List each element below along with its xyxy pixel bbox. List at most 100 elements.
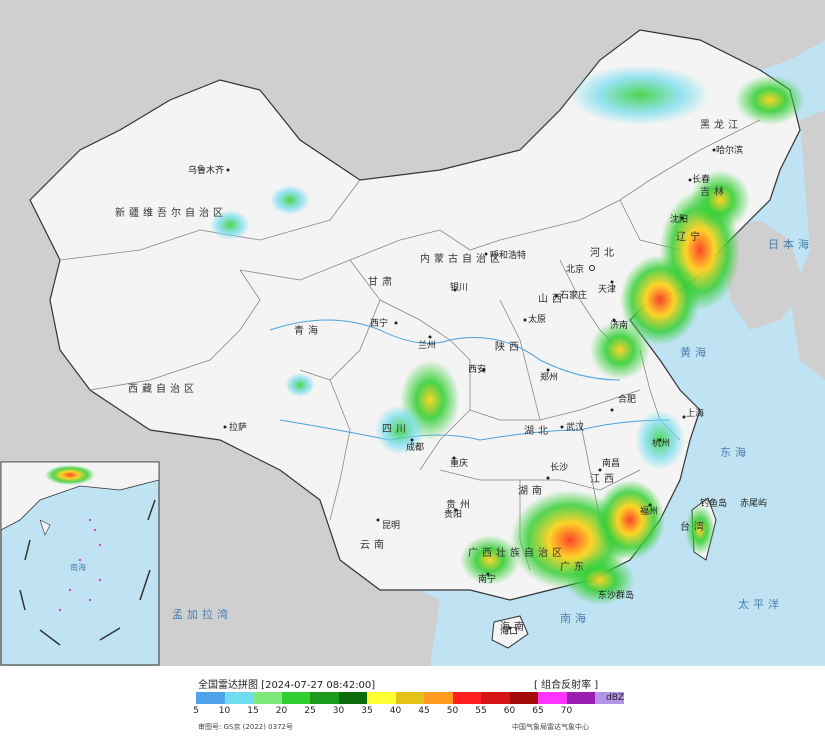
legend-unit: dBZ [606, 693, 625, 703]
region-label-hebei: 河北 [590, 247, 618, 259]
colorbar-swatch [253, 692, 282, 704]
colorbar-swatch [338, 692, 367, 704]
sea-label-japan: 日本海 [768, 237, 813, 251]
city-labels: 乌鲁木齐 拉萨 西宁 兰州 银川 呼和浩特 北京 天津 石家庄 太原 西安 郑州… [188, 144, 743, 637]
city-label: 西宁 [370, 317, 388, 329]
city-label: 武汉 [566, 421, 584, 433]
city-label: 北京 [566, 263, 584, 275]
colorbar-tick-label: 50 [446, 706, 459, 716]
city-label: 郑州 [540, 371, 558, 383]
region-label-hainan: 海南 [500, 620, 528, 633]
legend-title: 全国雷达拼图 [2024-07-27 08:42:00] [198, 680, 376, 691]
city-label: 成都 [406, 441, 424, 453]
colorbar-swatch [281, 692, 310, 704]
colorbar-tick-label: 60 [503, 706, 516, 716]
city-label: 太原 [528, 313, 546, 325]
region-label-qinghai: 青海 [294, 324, 322, 337]
colorbar-tick-label: 70 [560, 706, 573, 716]
island-label-diaoyu: 钓鱼岛 [700, 497, 727, 509]
city-label: 长春 [692, 173, 710, 185]
city-label: 天津 [598, 284, 616, 295]
neighbor-land-north [0, 0, 825, 230]
colorbar-swatch [509, 692, 538, 704]
colorbar-tick-label: 25 [304, 706, 316, 716]
region-label-xinjiang: 新疆维吾尔自治区 [115, 206, 227, 219]
sea-label-pacific: 太平洋 [738, 597, 783, 611]
region-label-jiangxi: 江西 [590, 473, 618, 485]
city-label: 哈尔滨 [716, 144, 743, 156]
region-label-guizhou: 贵州 [446, 498, 474, 511]
colorbar-swatch [595, 692, 624, 704]
radar-map: 新疆维吾尔自治区 西藏自治区 青海 甘肃 内蒙古自治区 黑龙江 吉林 辽宁 河北… [0, 0, 825, 666]
region-label-jilin: 吉林 [700, 185, 728, 198]
region-label-gansu: 甘肃 [368, 275, 396, 288]
region-label-heilongjiang: 黑龙江 [700, 118, 742, 131]
city-label: 上海 [686, 407, 704, 419]
colorbar-tick-label: 5 [193, 706, 199, 716]
colorbar [196, 692, 624, 704]
colorbar-tick-label: 65 [532, 706, 544, 716]
colorbar-swatch [481, 692, 510, 704]
sea-label-yellow: 黄海 [680, 345, 710, 359]
city-label: 沈阳 [670, 213, 688, 225]
data-source: 中国气象局雷达气象中心 [512, 723, 589, 731]
colorbar-tick-label: 40 [389, 706, 402, 716]
city-label: 长沙 [550, 461, 568, 473]
colorbar-ticks: 5 10 15 20 25 30 35 40 45 50 55 60 65 70 [193, 706, 595, 718]
south-china-sea-inset: 南海 [0, 461, 160, 666]
colorbar-tick-label: 45 [418, 706, 430, 716]
city-label: 合肥 [618, 393, 636, 405]
colorbar-swatch [367, 692, 396, 704]
region-label-guangxi: 广西壮族自治区 [468, 546, 566, 559]
city-label: 呼和浩特 [490, 249, 526, 261]
yellow-river [269, 319, 621, 381]
colorbar-swatch [310, 692, 339, 704]
city-label: 海口 [500, 625, 518, 637]
colorbar-swatch [566, 692, 595, 704]
region-label-liaoning: 辽宁 [676, 230, 704, 243]
city-label: 拉萨 [229, 421, 247, 433]
region-label-shaanxi: 陕西 [495, 340, 523, 353]
region-label-xizang: 西藏自治区 [128, 382, 198, 395]
sea-label-bengal: 孟加拉湾 [172, 607, 232, 621]
city-label: 南昌 [602, 457, 620, 469]
hainan-island [491, 615, 529, 649]
city-label: 重庆 [450, 457, 468, 469]
region-label-taiwan: 台湾 [680, 520, 708, 533]
city-label: 兰州 [418, 339, 436, 351]
colorbar-swatch [452, 692, 481, 704]
city-label: 银川 [450, 281, 468, 293]
radar-echoes [210, 65, 805, 605]
region-label-hunan: 湖南 [518, 484, 546, 497]
inset-sea-label: 南海 [70, 562, 86, 572]
japan-land [790, 110, 825, 380]
yangtze-river [279, 419, 671, 441]
colorbar-tick-label: 20 [275, 706, 288, 716]
korea-land [720, 220, 805, 330]
colorbar-swatch [196, 692, 225, 704]
city-label: 福州 [640, 505, 658, 517]
region-label-guangdong: 广东 [560, 560, 588, 573]
colorbar-tick-label: 35 [361, 706, 373, 716]
map-canvas: 新疆维吾尔自治区 西藏自治区 青海 甘肃 内蒙古自治区 黑龙江 吉林 辽宁 河北… [0, 0, 825, 666]
city-label: 西安 [468, 363, 486, 375]
city-label: 石家庄 [560, 289, 587, 301]
colorbar-swatch [424, 692, 453, 704]
island-label-dongsha: 东沙群岛 [598, 589, 634, 601]
region-label-neimenggu: 内蒙古自治区 [420, 252, 504, 265]
map-approval-number: 审图号: GS京 (2022) 0372号 [198, 723, 293, 731]
region-label-sichuan: 四川 [382, 424, 410, 435]
city-label: 南宁 [478, 573, 496, 585]
city-label: 杭州 [652, 437, 670, 449]
colorbar-tick-label: 55 [475, 706, 487, 716]
colorbar-swatch [395, 692, 424, 704]
city-label: 昆明 [382, 520, 400, 531]
sea-label-south: 南海 [560, 611, 590, 625]
city-label: 济南 [610, 319, 628, 331]
colorbar-tick-label: 30 [332, 706, 345, 716]
region-label-hubei: 湖北 [524, 425, 552, 437]
sea-label-east: 东海 [720, 445, 750, 459]
city-label: 贵阳 [444, 508, 462, 520]
colorbar-swatch [224, 692, 253, 704]
colorbar-tick-label: 10 [218, 706, 231, 716]
